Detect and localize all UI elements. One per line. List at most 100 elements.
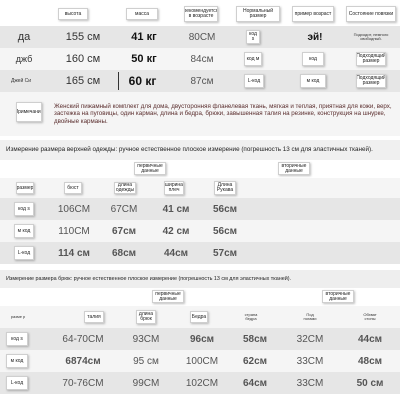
header-waist: талия — [84, 311, 104, 323]
height-value: 155 см — [65, 31, 101, 43]
pants-measurement-section: Измерение размера брюк: ручное естествен… — [0, 270, 400, 400]
top-row: L-код 114 см 68см 44см 57см — [0, 242, 400, 264]
weight-value: 50 кг — [131, 53, 157, 65]
length-value: 93CM — [132, 333, 160, 345]
bust-value: 114 см — [58, 247, 90, 259]
example-value: код — [302, 52, 324, 66]
shoulder-value: 44см — [163, 247, 189, 259]
first-data-label: первичные данные — [152, 290, 184, 303]
second-data-label: вторичные данные — [278, 162, 310, 175]
sleeve-value: 57см — [212, 247, 238, 259]
header-height: высота — [58, 8, 88, 20]
foot-value: 44см — [357, 333, 383, 345]
first-data-label: первичные данные — [134, 162, 166, 175]
header-weight: масса — [126, 8, 158, 20]
description-row: Примечание Женский пижамный комплект для… — [0, 92, 400, 136]
height-value: 160 см — [65, 53, 101, 65]
size-value: код s — [6, 332, 28, 346]
top-measurement-section: Измерение размера верхней одежды: ручное… — [0, 140, 400, 264]
example-value: эй! — [307, 31, 323, 43]
hips-value: 102CM — [185, 377, 219, 389]
shoulder-value: 42 см — [162, 225, 190, 237]
header-age: рекомендуется в возрасте — [184, 6, 218, 22]
header-normal-size: Нормальный размер — [236, 6, 280, 22]
normal-size-value: L-код — [244, 74, 264, 88]
header-example: пример возраст — [292, 6, 334, 22]
hips-value: 100CM — [185, 355, 219, 367]
under-value: 33CM — [296, 377, 324, 389]
description-label: Примечание — [16, 102, 42, 122]
size-value: L-код — [14, 246, 34, 260]
top-row: код s 106CM 67CM 41 см 56см — [0, 198, 400, 220]
waist-value: 6874см — [65, 355, 101, 367]
top-data-labels: первичные данные вторичные данные — [0, 160, 400, 178]
thigh-value: 58см — [242, 333, 268, 345]
waist-value: 64-70CM — [62, 333, 104, 345]
state-value: Подходящий размер — [356, 74, 386, 88]
top-title-row: Измерение размера верхней одежды: ручное… — [0, 140, 400, 160]
size-value: м код — [6, 354, 28, 368]
header-bust: бюст — [64, 182, 82, 194]
under-value: 33CM — [296, 355, 324, 367]
foot-value: 50 см — [356, 377, 384, 389]
top-header-row: размер бюст длина одежды ширина плеч Дли… — [0, 178, 400, 198]
size-value: м код — [14, 224, 34, 238]
header-size: разме р — [10, 313, 26, 319]
age-value: 80СМ — [188, 31, 216, 43]
age-value: 87см — [190, 75, 214, 87]
pants-row: м код 6874см 95 см 100CM 62см 33CM 48см — [0, 350, 400, 372]
state-value: Подходит, немного свободный. — [353, 31, 389, 41]
header-under-legs: Под ногами — [303, 311, 317, 321]
second-data-label: вторичные данные — [322, 290, 354, 303]
under-value: 32CM — [296, 333, 324, 345]
size-row: Джей Си 165 см 60 кг 87см L-код м код По… — [0, 70, 400, 92]
header-shoulder: ширина плеч — [164, 181, 184, 195]
bust-value: 106CM — [57, 203, 91, 215]
pants-title: Измерение размера брюк: ручное естествен… — [6, 276, 292, 282]
pants-header-row: разме р талия длина брюк Бедра страна бе… — [0, 306, 400, 328]
pants-data-labels: первичные данные вторичные данные — [0, 288, 400, 306]
waist-value: 70-76CM — [62, 377, 104, 389]
header-sleeve: Длина Рукава — [214, 181, 236, 195]
normal-size-value: код s — [246, 30, 260, 44]
length-value: 99CM — [132, 377, 160, 389]
header-length: длина одежды — [114, 182, 136, 194]
bust-value: 110CM — [58, 225, 90, 237]
shoulder-value: 41 см — [162, 203, 190, 215]
age-value: 84см — [190, 53, 214, 65]
size-chart-section: высота масса рекомендуется в возрасте Но… — [0, 0, 400, 138]
pants-title-row: Измерение размера брюк: ручное естествен… — [0, 270, 400, 288]
foot-value: 48см — [357, 355, 383, 367]
header-size: размер — [16, 182, 34, 194]
header-thigh: страна бедра — [244, 311, 258, 321]
height-value: 165 см — [65, 75, 101, 87]
pants-row: L-код 70-76CM 99CM 102CM 64см 33CM 50 см — [0, 372, 400, 394]
header-bandage-state: Состояние повязки — [346, 6, 396, 22]
size-row: да 155 см 41 кг 80СМ код s эй! Подходит,… — [0, 26, 400, 48]
size-row: джб 160 см 50 кг 84см код м код Подходящ… — [0, 48, 400, 70]
weight-value: 60 кг — [118, 72, 166, 90]
header-foot: Обхват стопы — [363, 311, 377, 321]
top-title: Измерение размера верхней одежды: ручное… — [6, 146, 373, 153]
top-row: м код 110CM 67см 42 см 56см — [0, 220, 400, 242]
pants-row: код s 64-70CM 93CM 96см 58см 32CM 44см — [0, 328, 400, 350]
weight-value: 41 кг — [131, 31, 157, 43]
length-value: 68см — [111, 247, 137, 259]
state-value: Подходящий размер — [356, 52, 386, 66]
sleeve-value: 56см — [212, 203, 238, 215]
row-label: да — [17, 31, 31, 43]
row-label: Джей Си — [10, 78, 32, 84]
description-text: Женский пижамный комплект для дома, двус… — [54, 102, 392, 125]
length-value: 67CM — [110, 203, 138, 215]
length-value: 67см — [111, 225, 137, 237]
thigh-value: 62см — [242, 355, 268, 367]
header-hips: Бедра — [190, 311, 208, 323]
size-chart-header: высота масса рекомендуется в возрасте Но… — [0, 2, 400, 26]
hips-value: 96см — [189, 333, 215, 345]
length-value: 95 см — [133, 355, 159, 367]
normal-size-value: код м — [244, 52, 262, 66]
row-label: джб — [15, 54, 33, 64]
thigh-value: 64см — [242, 377, 268, 389]
example-value: м код — [300, 74, 326, 88]
sleeve-value: 56см — [212, 225, 238, 237]
